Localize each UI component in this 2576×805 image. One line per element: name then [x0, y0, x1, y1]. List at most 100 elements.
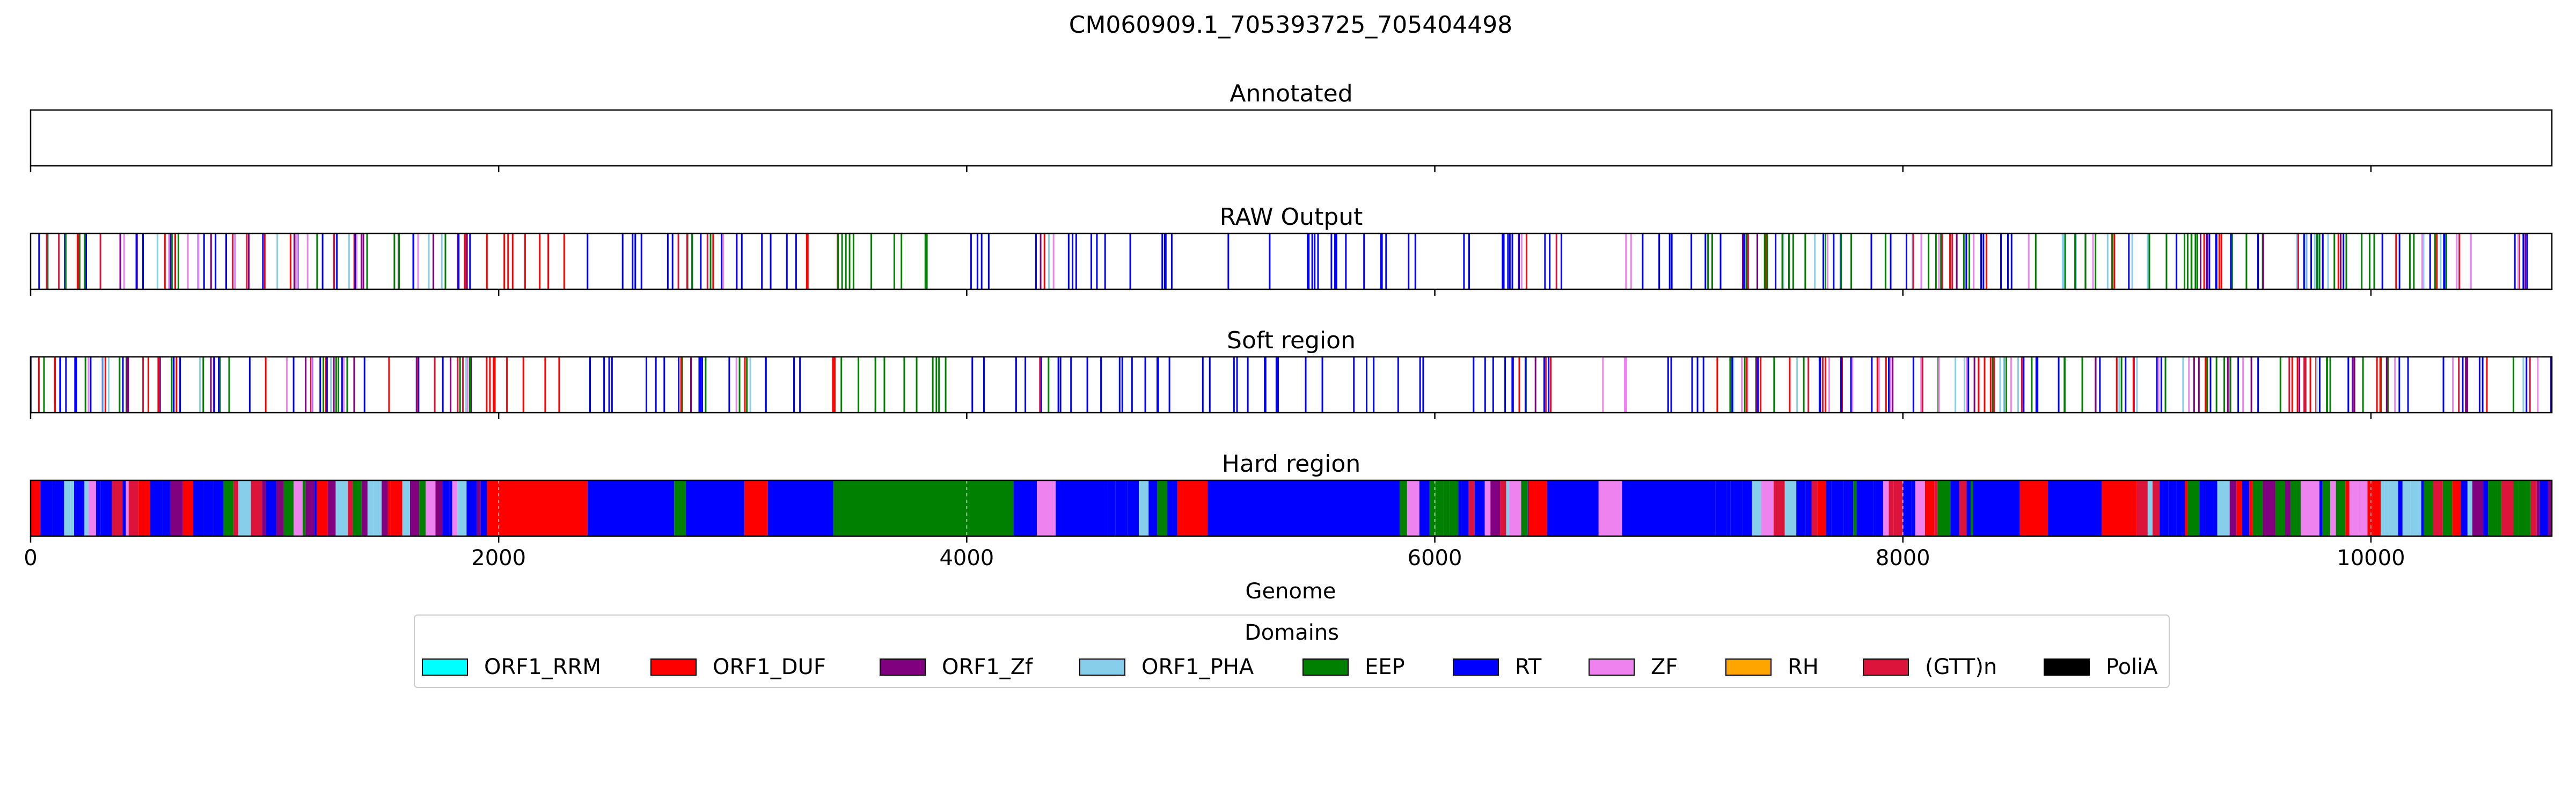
domain-block — [2136, 480, 2148, 536]
domain-block — [122, 480, 126, 536]
domain-marks — [30, 357, 2552, 413]
domain-block — [2472, 480, 2484, 536]
domain-block — [317, 480, 328, 536]
domain-block — [84, 480, 89, 536]
legend-item: RT — [1453, 655, 1542, 679]
domain-block — [2147, 480, 2153, 536]
panel-frame — [30, 479, 2553, 537]
domain-block — [2160, 480, 2169, 536]
legend-label: ORF1_Zf — [942, 655, 1033, 679]
domain-block — [2102, 480, 2137, 536]
domain-block — [1915, 480, 1925, 536]
x-tick-label: 10000 — [2337, 546, 2405, 570]
panel-4: Hard region 0 2000 4000 6000 8000 10000 — [24, 450, 2553, 570]
domain-block — [382, 480, 388, 536]
domain-block — [100, 480, 112, 536]
domain-block — [1115, 480, 1128, 536]
domain-block — [2381, 480, 2385, 536]
domain-block — [435, 480, 443, 536]
domain-block — [686, 480, 745, 536]
domain-block — [1937, 480, 1951, 536]
domain-block — [193, 480, 203, 536]
legend-item: ZF — [1589, 655, 1678, 679]
domain-block — [480, 480, 487, 536]
domain-block — [138, 480, 143, 536]
domain-block — [2217, 480, 2226, 536]
figure-title: CM060909.1_705393725_705404498 — [1069, 11, 1513, 39]
legend-swatch — [1725, 658, 1772, 676]
domain-block — [833, 480, 1014, 536]
domain-block — [2345, 480, 2350, 536]
legend-item: ORF1_RRM — [422, 655, 601, 679]
domain-block — [276, 480, 284, 536]
domain-block — [402, 480, 410, 536]
domain-block — [1622, 480, 1716, 536]
domain-block — [2319, 480, 2323, 536]
domain-block — [2373, 480, 2381, 536]
domain-block — [674, 480, 686, 536]
domain-block — [1726, 480, 1731, 536]
domain-block — [1500, 480, 1506, 536]
legend-item: ORF1_DUF — [650, 655, 826, 679]
domain-block — [466, 480, 477, 536]
domain-block — [2263, 480, 2275, 536]
legend-item: RH — [1725, 655, 1819, 679]
domain-block — [1127, 480, 1139, 536]
domain-block — [1715, 480, 1726, 536]
panel-2: RAW Output — [30, 203, 2553, 296]
legend-swatch — [1453, 658, 1499, 676]
domain-block — [2185, 480, 2188, 536]
domain-block — [1444, 480, 1450, 536]
domain-block — [1509, 480, 1521, 536]
legend-swatch — [1079, 658, 1125, 676]
domain-block — [2349, 480, 2359, 536]
domain-block — [50, 480, 53, 536]
legend-label: RT — [1515, 655, 1542, 679]
domain-block — [74, 480, 85, 536]
domain-block — [2225, 480, 2230, 536]
domain-block — [2176, 480, 2185, 536]
legend-item: (GTT)n — [1863, 655, 1997, 679]
legend-label: RH — [1788, 655, 1819, 679]
domain-block — [1013, 480, 1037, 536]
panel-frame — [30, 232, 2553, 290]
domain-block — [2402, 480, 2411, 536]
domain-block — [266, 480, 276, 536]
panel-title: Annotated — [1230, 80, 1352, 107]
domain-block — [2301, 480, 2319, 536]
domain-block — [1598, 480, 1622, 536]
domain-block — [1484, 480, 1491, 536]
domain-block — [40, 480, 50, 536]
domain-block — [2389, 480, 2398, 536]
domain-block — [1752, 480, 1761, 536]
domain-block — [163, 480, 171, 536]
domain-block — [262, 480, 266, 536]
domain-block — [367, 480, 374, 536]
legend: Domains ORF1_RRM ORF1_DUF ORF1_Zf ORF1_PHA EE… — [414, 614, 2170, 688]
domain-block — [2548, 480, 2552, 536]
domain-block — [587, 480, 675, 536]
domain-block — [744, 480, 768, 536]
domain-block — [2193, 480, 2200, 536]
domain-block — [1784, 480, 1797, 536]
domain-block — [1407, 480, 1419, 536]
domain-block — [2242, 480, 2250, 536]
domain-block — [2433, 480, 2443, 536]
domain-block — [314, 480, 317, 536]
domain-block — [1521, 480, 1528, 536]
domain-block — [2452, 480, 2461, 536]
x-tick-label: 4000 — [939, 546, 994, 570]
domain-block — [1139, 480, 1149, 536]
domain-block — [2384, 480, 2389, 536]
panel-3: Soft region — [30, 327, 2553, 419]
domain-block — [2536, 480, 2540, 536]
domain-block — [126, 480, 129, 536]
domain-block — [2398, 480, 2403, 536]
domain-block — [1449, 480, 1459, 536]
domain-block — [1490, 480, 1501, 536]
domain-block — [2421, 480, 2424, 536]
domain-block — [2236, 480, 2242, 536]
domain-block — [335, 480, 348, 536]
domain-block — [2252, 480, 2263, 536]
domain-block — [373, 480, 382, 536]
